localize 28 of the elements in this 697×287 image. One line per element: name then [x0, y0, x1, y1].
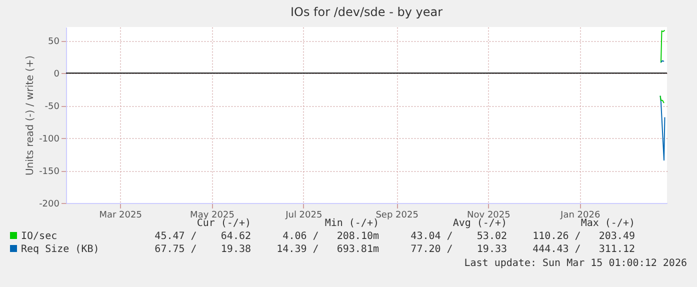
text: 110.26 / 203.49: [532, 230, 635, 243]
text: Cur (-/+): [196, 218, 251, 229]
chart-title: IOs for /dev/sde - by year: [290, 5, 443, 19]
y-tick-label: -100: [39, 134, 60, 145]
y-tick-label: 0: [54, 70, 60, 80]
y-tick-label: -50: [44, 102, 60, 112]
text: 14.39 / 693.81m: [276, 243, 379, 256]
x-tick-label: Mar 2025: [99, 210, 142, 220]
x-tick-label: Jul 2025: [284, 210, 322, 220]
text: Max (-/+): [580, 218, 635, 229]
y-tick-label: -150: [39, 167, 60, 178]
text: Last update: Sun Mar 15 01:00:12 2026: [464, 258, 687, 269]
x-tick-label: May 2025: [190, 210, 234, 220]
legend-label: Req Size (KB): [20, 243, 100, 256]
text: 4.06 / 208.10m: [282, 230, 379, 243]
legend-label: IO/sec: [20, 230, 58, 243]
text: 444.43 / 311.12: [532, 243, 635, 256]
x-tick-label: Sep 2025: [376, 210, 418, 220]
y-axis-title: Units read (-) / write (+): [25, 55, 36, 176]
text: 67.75 / 19.38: [154, 243, 251, 256]
text: Avg (-/+): [452, 218, 507, 229]
text: 45.47 / 64.62: [154, 230, 251, 243]
text: 77.20 / 19.33: [410, 243, 507, 256]
y-tick-label: 50: [48, 37, 60, 48]
text: Min (-/+): [324, 218, 379, 229]
text: 43.04 / 53.02: [410, 230, 507, 243]
line-series: [660, 30, 666, 64]
y-tick-label: -200: [39, 200, 60, 210]
